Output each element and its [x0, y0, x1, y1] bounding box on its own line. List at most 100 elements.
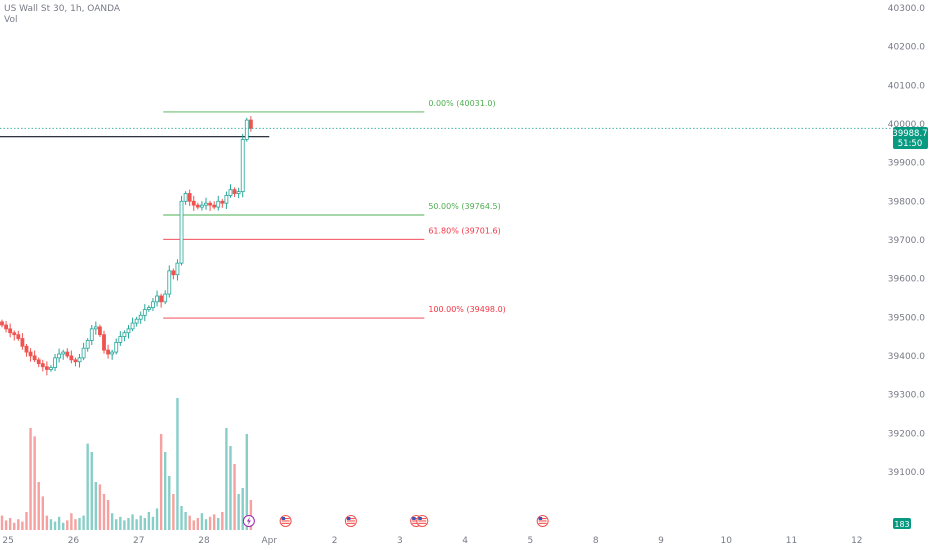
candle-body [155, 295, 159, 303]
price-axis[interactable]: 40300.0 40200.0 40100.0 40000.0 39900.0 39800… [888, 4, 925, 478]
candle-body [20, 338, 25, 347]
volume-badge [893, 518, 911, 529]
volume-bar [45, 515, 49, 530]
volume-bar [188, 515, 191, 530]
fib-level-label: 50.00% (39764.5) [428, 202, 500, 211]
candle-body [224, 195, 229, 204]
volume-bar [196, 518, 200, 530]
candle [244, 117, 249, 142]
volume-bar [184, 512, 187, 530]
candle-body [65, 351, 70, 357]
candle-body [40, 363, 45, 368]
candle-body [44, 366, 49, 370]
candle-body [220, 200, 225, 204]
time-tick-label: 25 [2, 536, 13, 546]
candle-body [77, 357, 82, 363]
candle-body [89, 328, 94, 341]
price-badge-value: 39988.7 [892, 129, 927, 139]
candle [61, 349, 66, 360]
candle [16, 330, 21, 341]
candle [20, 333, 25, 350]
volume-bar [143, 518, 146, 530]
candle-body [183, 193, 188, 202]
time-axis[interactable]: 25 26 27 28 Apr 2 3 4 5 8 9 10 11 12 [2, 536, 862, 546]
volume-bar [131, 514, 134, 530]
volume-bar [53, 521, 57, 530]
candle [187, 189, 192, 206]
candle [175, 259, 180, 281]
price-tick-label: 39200.0 [888, 429, 925, 439]
candle [224, 191, 229, 209]
candle-body [28, 351, 33, 357]
us-flag-icon [536, 515, 549, 527]
candle-body [49, 367, 53, 370]
candle-body [216, 200, 221, 208]
candle-body [126, 328, 131, 334]
candle-body [159, 295, 164, 303]
event-markers[interactable] [242, 515, 549, 527]
volume-bar [180, 506, 183, 530]
volume-bar [41, 496, 44, 530]
volume-bar [217, 518, 220, 530]
candle [106, 344, 110, 359]
price-tick-label: 39500.0 [888, 313, 925, 323]
lightning-icon [242, 515, 255, 527]
time-tick-label: 5 [528, 536, 534, 546]
volume-bar [127, 518, 130, 530]
volume-bar [98, 484, 102, 530]
volume-bar [172, 494, 175, 530]
candle-body [69, 355, 74, 361]
candle [146, 305, 151, 312]
volume-bar [147, 512, 151, 530]
candle [44, 361, 49, 376]
candle [93, 321, 98, 335]
candle-body [212, 204, 217, 208]
candle [57, 348, 62, 363]
candle-body [191, 200, 196, 206]
candle-body [114, 341, 119, 353]
candle [49, 365, 53, 372]
candle [98, 324, 102, 337]
time-tick-label: 11 [786, 536, 797, 546]
volume-bar [110, 513, 114, 530]
candle [212, 201, 217, 210]
volume-badge-value: 183 [894, 520, 909, 529]
candle-body [167, 270, 172, 295]
volume-bar [57, 516, 61, 530]
volume-bar [8, 518, 12, 530]
volume-bar [94, 482, 98, 530]
time-tick-label: 8 [593, 536, 599, 546]
time-tick-label: 10 [721, 536, 733, 546]
candle-body [228, 189, 233, 196]
candle [65, 348, 70, 359]
candle-body [102, 334, 106, 351]
volume-bar [119, 516, 122, 530]
fibonacci-retracement[interactable]: 0.00% (40031.0) 50.00% (39764.5) 61.80% (3… [163, 99, 506, 319]
volume-bar [237, 494, 240, 530]
price-tick-label: 39400.0 [888, 352, 925, 362]
time-tick-label: 27 [133, 536, 144, 546]
candle [191, 195, 196, 211]
axis-badges: 39988.7 51:50 183 [892, 127, 928, 529]
volume-bar [208, 516, 212, 530]
volume-bar [159, 434, 163, 530]
candle-body [163, 293, 168, 303]
candle [114, 338, 119, 355]
price-tick-label: 40100.0 [888, 81, 925, 91]
volume-bar [176, 398, 179, 530]
symbol-title[interactable]: US Wall St 30, 1h, OANDA [4, 4, 121, 14]
price-tick-label: 40300.0 [888, 4, 925, 14]
volume-bar [33, 436, 36, 530]
candle [85, 338, 90, 352]
candle [12, 330, 17, 341]
volume-bar [151, 516, 155, 530]
candle-body [187, 193, 192, 202]
candle-body [93, 326, 98, 330]
candle-body [24, 345, 29, 353]
candle [0, 319, 4, 328]
candle [228, 184, 233, 198]
candle [77, 354, 82, 368]
volume-label[interactable]: Vol [4, 15, 18, 25]
volume-bar [221, 512, 224, 530]
